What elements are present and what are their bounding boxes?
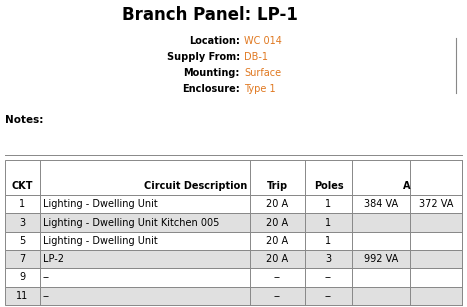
Text: A: A: [403, 181, 411, 191]
Text: Location:: Location:: [189, 36, 240, 46]
Text: Lighting - Dwelling Unit: Lighting - Dwelling Unit: [43, 236, 158, 246]
Text: Type 1: Type 1: [244, 84, 276, 94]
Bar: [5, 195, 462, 213]
Text: DB-1: DB-1: [244, 52, 268, 62]
Text: 3: 3: [20, 217, 26, 227]
Text: WC 014: WC 014: [244, 36, 282, 46]
Text: 3: 3: [325, 254, 332, 264]
Text: 1: 1: [325, 236, 332, 246]
Text: Mounting:: Mounting:: [184, 68, 240, 78]
Text: 384 VA: 384 VA: [364, 199, 398, 209]
Text: Notes:: Notes:: [5, 115, 43, 125]
Text: 5: 5: [19, 236, 26, 246]
Text: 1: 1: [325, 217, 332, 227]
Text: --: --: [325, 291, 332, 301]
Bar: [5, 287, 462, 305]
Text: Enclosure:: Enclosure:: [182, 84, 240, 94]
Text: 11: 11: [16, 291, 28, 301]
Text: --: --: [43, 273, 50, 282]
Text: Trip: Trip: [267, 181, 288, 191]
Text: Surface: Surface: [244, 68, 281, 78]
Text: Poles: Poles: [314, 181, 343, 191]
Text: CKT: CKT: [12, 181, 33, 191]
Text: --: --: [274, 291, 281, 301]
Text: 7: 7: [19, 254, 26, 264]
Text: 20 A: 20 A: [267, 217, 289, 227]
Text: 1: 1: [325, 199, 332, 209]
Bar: [5, 160, 462, 195]
Text: 20 A: 20 A: [267, 199, 289, 209]
Text: Lighting - Dwelling Unit: Lighting - Dwelling Unit: [43, 199, 158, 209]
Text: LP-2: LP-2: [43, 254, 64, 264]
Text: Circuit Description: Circuit Description: [144, 181, 248, 191]
Text: --: --: [325, 273, 332, 282]
Bar: [5, 268, 462, 287]
Bar: [5, 250, 462, 268]
Text: 992 VA: 992 VA: [364, 254, 398, 264]
Text: 20 A: 20 A: [267, 254, 289, 264]
Text: --: --: [274, 273, 281, 282]
Text: 9: 9: [20, 273, 26, 282]
Text: --: --: [43, 291, 50, 301]
Bar: [5, 232, 462, 250]
Text: 1: 1: [20, 199, 26, 209]
Text: Lighting - Dwelling Unit Kitchen 005: Lighting - Dwelling Unit Kitchen 005: [43, 217, 219, 227]
Text: 20 A: 20 A: [267, 236, 289, 246]
Text: Branch Panel: LP-1: Branch Panel: LP-1: [122, 6, 298, 24]
Bar: [5, 213, 462, 232]
Text: 372 VA: 372 VA: [419, 199, 453, 209]
Text: Supply From:: Supply From:: [167, 52, 240, 62]
